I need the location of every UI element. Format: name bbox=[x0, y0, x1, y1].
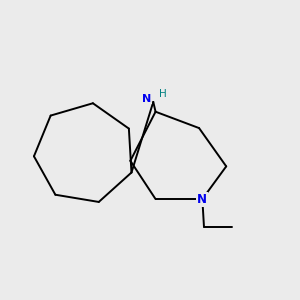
Text: H: H bbox=[159, 89, 167, 99]
Text: N: N bbox=[197, 193, 207, 206]
Text: N: N bbox=[142, 94, 152, 103]
